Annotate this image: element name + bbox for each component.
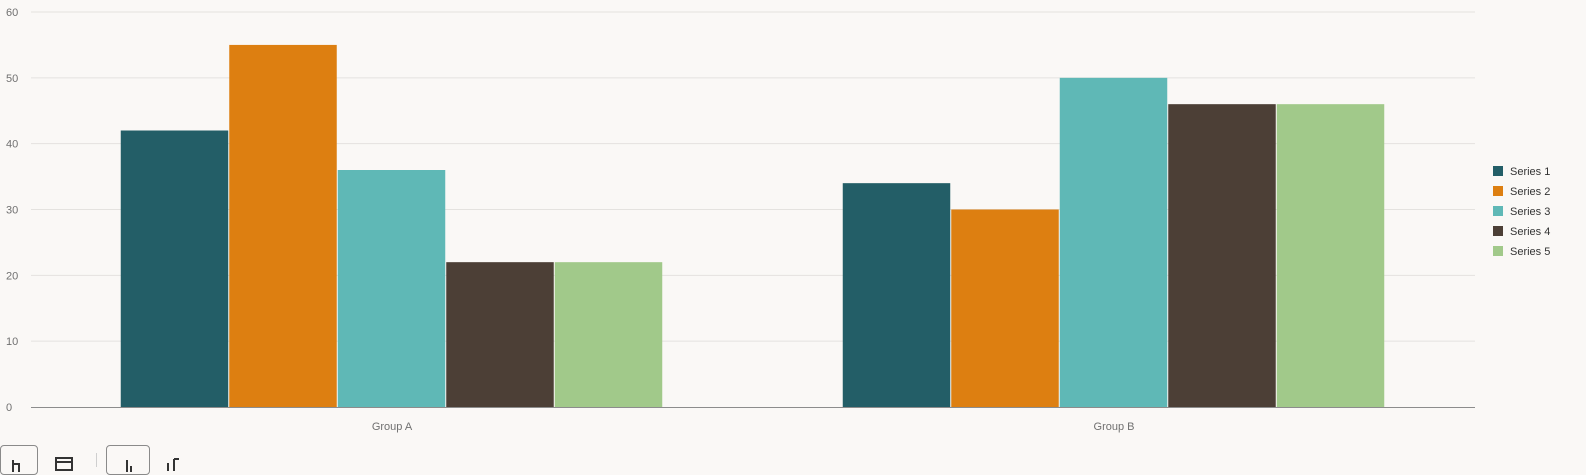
chart-toolbar [0, 443, 260, 475]
x-axis: Group A Group B [372, 421, 1135, 433]
bars [120, 44, 1385, 408]
y-tick-label: 20 [6, 270, 18, 282]
bar-series-3-group-b[interactable] [1059, 77, 1168, 407]
x-tick-label: Group B [1094, 421, 1135, 433]
y-axis: 0 10 20 30 40 50 60 [6, 7, 18, 414]
bar-series-5-group-b[interactable] [1276, 104, 1385, 408]
legend-item[interactable]: Series 1 [1493, 166, 1550, 178]
y-tick-label: 50 [6, 73, 18, 85]
vertical-bar-icon [126, 460, 132, 472]
legend-swatch [1493, 206, 1503, 216]
bar-chart-view-button[interactable] [0, 445, 38, 475]
y-tick-label: 60 [6, 7, 18, 19]
bar-series-5-group-a[interactable] [554, 262, 663, 407]
bar-series-1-group-a[interactable] [120, 130, 229, 408]
bar-series-2-group-b[interactable] [951, 209, 1059, 408]
y-tick-label: 0 [6, 402, 12, 414]
legend-label: Series 3 [1510, 206, 1550, 218]
x-tick-label: Group A [372, 421, 413, 433]
bar-series-3-group-a[interactable] [337, 170, 446, 407]
y-tick-label: 10 [6, 336, 18, 348]
horizontal-bar-icon[interactable] [165, 457, 183, 471]
legend-item[interactable]: Series 4 [1493, 226, 1550, 238]
legend-label: Series 5 [1510, 246, 1550, 258]
legend-item[interactable]: Series 5 [1493, 246, 1550, 258]
legend-label: Series 4 [1510, 226, 1550, 238]
toolbar-separator [96, 453, 97, 467]
y-tick-label: 40 [6, 139, 18, 151]
bar-chart-icon [12, 460, 20, 472]
legend-label: Series 2 [1510, 186, 1550, 198]
legend-swatch [1493, 246, 1503, 256]
y-tick-label: 30 [6, 205, 18, 217]
legend-swatch [1493, 166, 1503, 176]
legend[interactable]: Series 1 Series 2 Series 3 Series 4 Series 5 [1493, 166, 1550, 258]
legend-item[interactable]: Series 2 [1493, 186, 1550, 198]
bar-series-4-group-b[interactable] [1168, 104, 1276, 408]
legend-item[interactable]: Series 3 [1493, 206, 1550, 218]
bar-series-1-group-b[interactable] [842, 183, 951, 407]
bar-series-2-group-a[interactable] [229, 44, 337, 408]
legend-label: Series 1 [1510, 166, 1550, 178]
bar-series-4-group-a[interactable] [446, 262, 554, 407]
table-icon[interactable] [55, 457, 73, 471]
vertical-bar-view-button[interactable] [106, 445, 150, 475]
legend-swatch [1493, 186, 1503, 196]
legend-swatch [1493, 226, 1503, 236]
